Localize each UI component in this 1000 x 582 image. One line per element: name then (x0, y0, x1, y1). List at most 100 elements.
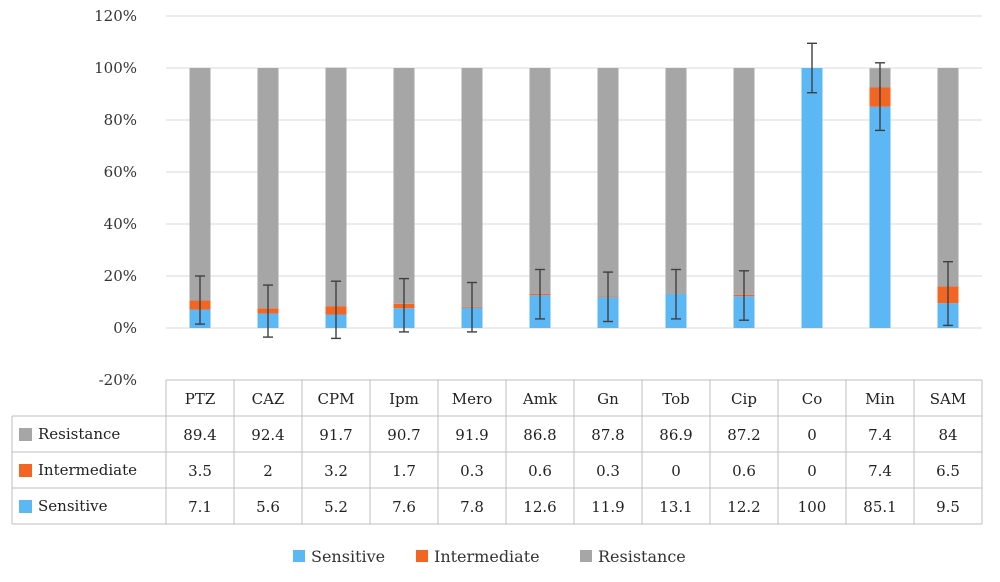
error-bar (671, 268, 681, 320)
y-tick-label: 60% (104, 163, 137, 181)
error-bar (467, 281, 477, 333)
category-label: Mero (452, 390, 492, 408)
category-label: Gn (597, 390, 619, 408)
table-cell: 0 (807, 462, 817, 480)
table-cell: 86.9 (659, 426, 692, 444)
y-tick-label: 100% (94, 59, 137, 77)
y-tick-label: -20% (99, 371, 137, 389)
bar-segment-resistance (393, 68, 415, 304)
table-cell: 7.4 (868, 462, 892, 480)
legend-label: Resistance (598, 547, 686, 566)
table-cell: 7.4 (868, 426, 892, 444)
legend-label: Sensitive (311, 547, 385, 566)
y-axis: -20% 0% 20% 40% 60% 80% 100% 120% (94, 7, 137, 389)
category-label: PTZ (185, 390, 216, 408)
row-swatch-intermediate (19, 464, 32, 477)
bar-segment-resistance (461, 68, 483, 307)
table-cell: 12.2 (727, 498, 760, 516)
category-label: Ipm (389, 390, 419, 408)
table-cell: 3.5 (188, 462, 212, 480)
table-cell: 0.3 (596, 462, 620, 480)
bar-segment-resistance (529, 68, 551, 294)
y-tick-label: 20% (104, 267, 137, 285)
legend-label: Intermediate (434, 547, 540, 566)
legend-swatch (580, 550, 592, 562)
category-label: SAM (930, 390, 966, 408)
legend-swatch (293, 550, 305, 562)
table-cell: 86.8 (523, 426, 556, 444)
category-label: CAZ (252, 390, 285, 408)
row-swatch-sensitive (19, 500, 32, 513)
table-cell: 3.2 (324, 462, 348, 480)
table-cell: 100 (798, 498, 827, 516)
bar-segment-resistance (325, 67, 347, 307)
error-bar (943, 261, 953, 327)
bar-segment-resistance (665, 68, 687, 294)
y-tick-label: 0% (113, 319, 137, 337)
y-tick-label: 80% (104, 111, 137, 129)
legend-swatch (416, 550, 428, 562)
table-cell: 85.1 (863, 498, 896, 516)
bar-segment-sensitive (801, 68, 823, 328)
error-bar (535, 268, 545, 320)
table-cell: 1.7 (392, 462, 416, 480)
table-cell: 91.9 (455, 426, 488, 444)
y-tick-label: 40% (104, 215, 137, 233)
category-label: CPM (318, 390, 355, 408)
table-cell: 0.6 (528, 462, 552, 480)
table-cell: 11.9 (591, 498, 624, 516)
error-bar (195, 275, 205, 325)
table-cell: 0.3 (460, 462, 484, 480)
table-cell: 12.6 (523, 498, 556, 516)
bar-segment-resistance (189, 68, 211, 301)
gridlines (166, 15, 982, 381)
bar-segment-sensitive (869, 106, 891, 329)
category-label: Co (802, 390, 823, 408)
error-bars (195, 42, 953, 340)
bar-segment-resistance (937, 68, 959, 287)
bars (189, 67, 959, 329)
row-label: Sensitive (38, 497, 108, 515)
table-cell: 84 (938, 426, 957, 444)
table-cell: 5.6 (256, 498, 280, 516)
error-bar (263, 284, 273, 338)
table-cell: 0 (807, 426, 817, 444)
bar-segment-resistance (597, 68, 619, 297)
category-label: Min (865, 390, 895, 408)
legend-item-resistance: Resistance (580, 547, 686, 566)
category-label: Cip (731, 390, 757, 408)
row-swatch-resistance (19, 428, 32, 441)
table-cell: 6.5 (936, 462, 960, 480)
error-bar (603, 271, 613, 323)
table-cell: 0.6 (732, 462, 756, 480)
table-cell: 7.8 (460, 498, 484, 516)
y-tick-label: 120% (94, 7, 137, 25)
bar-segment-resistance (257, 68, 279, 309)
legend-item-intermediate: Intermediate (416, 547, 540, 566)
table-cell: 5.2 (324, 498, 348, 516)
error-bar (875, 62, 885, 132)
error-bar (807, 42, 817, 94)
legend-item-sensitive: Sensitive (293, 547, 385, 566)
table-cell: 91.7 (319, 426, 352, 444)
table-cell: 87.2 (727, 426, 760, 444)
table-cell: 89.4 (183, 426, 216, 444)
table-cell: 0 (671, 462, 681, 480)
row-label: Intermediate (38, 461, 137, 479)
data-table: PTZ CAZ CPM Ipm Mero Amk Gn Tob Cip Co Min SAM Resis… (11, 379, 983, 525)
error-bar (399, 277, 409, 333)
row-label: Resistance (38, 425, 120, 443)
category-label: Tob (662, 390, 689, 408)
table-cell: 7.1 (188, 498, 212, 516)
table-cell: 9.5 (936, 498, 960, 516)
table-cell: 2 (263, 462, 273, 480)
error-bar (739, 270, 749, 321)
table-cell: 7.6 (392, 498, 416, 516)
bar-segment-resistance (733, 68, 755, 295)
error-bar (331, 280, 341, 340)
table-cell: 87.8 (591, 426, 624, 444)
table-cell: 13.1 (659, 498, 692, 516)
table-cell: 90.7 (387, 426, 420, 444)
table-cell: 92.4 (251, 426, 284, 444)
